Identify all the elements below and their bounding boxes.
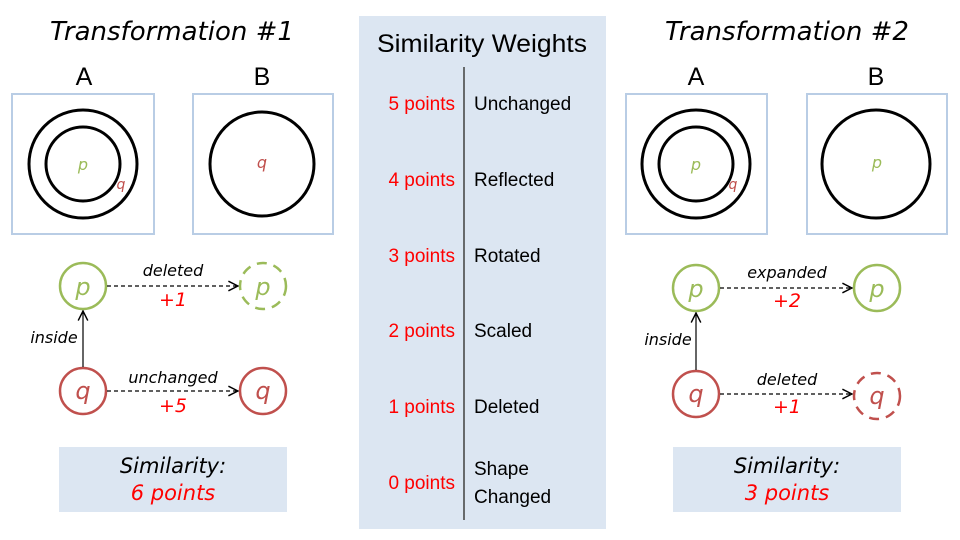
weight-points: 3 points (388, 246, 455, 267)
weight-name-line2: Changed (474, 487, 551, 508)
weight-name: Deleted (474, 397, 540, 418)
circle-p (820, 108, 932, 220)
similarity-value: 6 points (131, 481, 216, 505)
shape-label-q: q (117, 177, 126, 193)
edge-p-label: expanded (747, 263, 827, 282)
image-b-2: p (806, 93, 948, 235)
weight-points: 0 points (388, 473, 455, 494)
node-p-source (671, 263, 721, 313)
relation-label: inside (30, 328, 78, 347)
circle-q (208, 110, 316, 218)
image-a-1: p q (11, 93, 155, 235)
image-a-2: p q (625, 93, 768, 235)
weight-name: Scaled (474, 321, 532, 342)
transformation-2-title: Transformation #2 (665, 17, 909, 47)
weight-row: 0 points Shape Changed (388, 459, 551, 508)
node-q-source (58, 366, 108, 416)
weight-points: 1 points (388, 397, 455, 418)
node-q-source-label: q (688, 380, 703, 408)
inner-circle-p (657, 125, 735, 203)
node-p-deleted (238, 261, 288, 311)
node-p-dest-label: p (868, 275, 884, 303)
transformation-graph-2: p p q q expanded +2 deleted +1 inside (644, 263, 902, 421)
label-a-2: A (688, 63, 705, 91)
relation-label: inside (644, 330, 692, 349)
weight-row: 2 points Scaled (388, 321, 532, 342)
node-q-dest (238, 366, 288, 416)
edge-q-points: +5 (159, 395, 187, 417)
edge-p-points: +1 (159, 289, 187, 311)
node-p-source-label: p (74, 273, 90, 301)
shape-label-q: q (257, 153, 267, 172)
outer-circle-q (640, 108, 752, 220)
weight-row: 5 points Unchanged (388, 94, 571, 115)
weight-points: 2 points (388, 321, 455, 342)
inner-circle-p (44, 125, 122, 203)
node-q-dest-label: q (255, 377, 270, 405)
similarity-label: Similarity: (120, 454, 226, 478)
transformation-2: Transformation #2 A B p q p p p q q (625, 17, 948, 512)
similarity-result-1: Similarity: 6 points (59, 447, 287, 512)
similarity-result-2: Similarity: 3 points (673, 447, 901, 512)
transformation-1-title: Transformation #1 (50, 17, 294, 47)
weight-name-line1: Shape (474, 459, 529, 480)
label-a-1: A (76, 63, 93, 91)
node-q-deleted-label: q (869, 382, 884, 410)
shape-label-p: p (690, 155, 701, 174)
node-q-source-label: q (75, 377, 90, 405)
weight-points: 5 points (388, 94, 455, 115)
node-q-source (671, 369, 721, 419)
label-b-2: B (868, 63, 885, 91)
shape-label-q: q (729, 177, 738, 193)
edge-q-label: unchanged (128, 368, 218, 387)
weight-name: Reflected (474, 170, 554, 191)
weight-points: 4 points (388, 170, 455, 191)
weight-name: Rotated (474, 246, 541, 267)
node-q-deleted (852, 371, 902, 421)
weight-name: Unchanged (474, 94, 571, 115)
transformation-graph-1: p p q q deleted +1 unchanged +5 inside (30, 261, 288, 417)
similarity-weights-panel: Similarity Weights 5 points Unchanged 4 … (359, 16, 606, 529)
node-p-source (58, 261, 108, 311)
image-b-1: q (192, 93, 334, 235)
transformation-1: Transformation #1 A B p q q p p q q (11, 17, 334, 512)
weights-title: Similarity Weights (377, 30, 587, 58)
node-p-source-label: p (687, 275, 703, 303)
similarity-value: 3 points (745, 481, 830, 505)
node-p-deleted-label: p (254, 273, 270, 301)
similarity-label: Similarity: (734, 454, 840, 478)
edge-q-points: +1 (773, 396, 801, 418)
shape-label-p: p (871, 153, 882, 172)
weight-row: 4 points Reflected (388, 170, 554, 191)
edge-p-label: deleted (143, 261, 204, 280)
outer-circle-q (27, 108, 139, 220)
label-b-1: B (254, 63, 271, 91)
node-p-dest (852, 263, 902, 313)
weight-row: 1 points Deleted (388, 397, 539, 418)
shape-label-p: p (77, 155, 88, 174)
weight-row: 3 points Rotated (388, 246, 540, 267)
edge-q-label: deleted (757, 370, 818, 389)
edge-p-points: +2 (773, 290, 801, 312)
